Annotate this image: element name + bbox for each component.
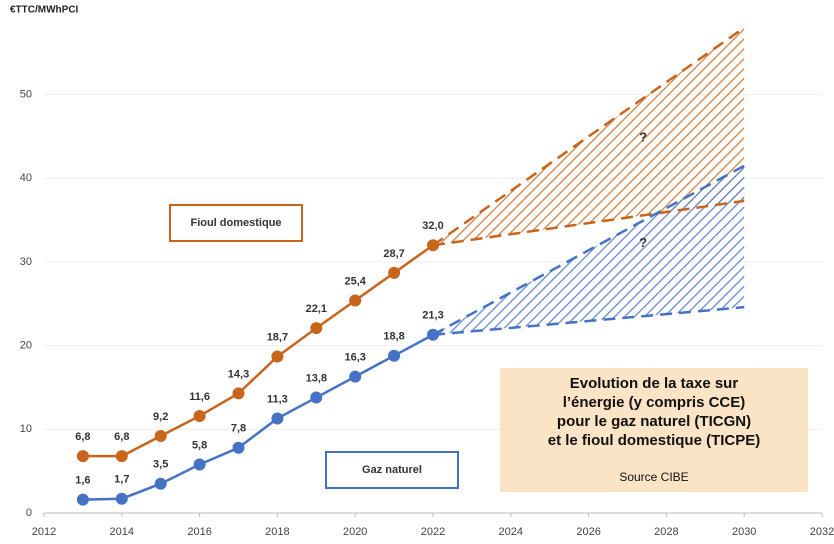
y-tick-label: 30 xyxy=(20,256,32,268)
note-source: Source CIBE xyxy=(619,470,688,484)
point xyxy=(388,266,401,279)
value-label: 6,8 xyxy=(114,431,129,443)
y-tick-label: 20 xyxy=(20,340,32,352)
note-box xyxy=(500,368,808,492)
point xyxy=(76,450,89,463)
point xyxy=(154,430,167,443)
projection-line xyxy=(432,305,745,337)
x-tick-label: 2012 xyxy=(32,526,56,538)
y-tick-label: 10 xyxy=(20,423,32,435)
value-label: 11,3 xyxy=(267,393,288,405)
x-tick-label: 2016 xyxy=(187,526,211,538)
projection-area xyxy=(433,165,745,335)
legend-box xyxy=(169,204,303,242)
projection-line xyxy=(432,199,745,247)
y-tick-label: 40 xyxy=(20,172,32,184)
point xyxy=(115,492,128,505)
x-tick-label: 2022 xyxy=(421,526,445,538)
point xyxy=(388,349,401,362)
note-line: Evolution de la taxe sur xyxy=(570,375,739,392)
y-tick-label: 50 xyxy=(20,89,32,101)
value-label: 5,8 xyxy=(192,439,207,451)
point xyxy=(232,441,245,454)
projection-annotation: ? xyxy=(639,129,647,144)
y-axis-label: €TTC/MWhPCI xyxy=(10,5,79,16)
point xyxy=(310,391,323,404)
point xyxy=(193,409,206,422)
value-label: 9,2 xyxy=(153,411,168,423)
projection-line xyxy=(432,26,745,247)
note-line: pour le gaz naturel (TICGN) xyxy=(557,413,751,430)
point xyxy=(310,322,323,335)
value-label: 21,3 xyxy=(422,310,443,322)
point xyxy=(115,450,128,463)
series-line xyxy=(82,244,434,458)
value-label: 18,7 xyxy=(267,331,288,343)
point xyxy=(349,370,362,383)
value-label: 13,8 xyxy=(306,372,327,384)
x-tick-label: 2026 xyxy=(576,526,600,538)
value-label: 28,7 xyxy=(383,248,404,260)
point xyxy=(232,387,245,400)
value-label: 22,1 xyxy=(306,303,327,315)
x-tick-label: 2028 xyxy=(654,526,678,538)
value-label: 11,6 xyxy=(189,391,210,403)
value-label: 18,8 xyxy=(383,331,404,343)
legend-label: Gaz naturel xyxy=(362,464,422,476)
projection-annotation: ? xyxy=(639,235,647,250)
value-label: 1,7 xyxy=(114,474,129,486)
point xyxy=(427,239,439,252)
value-label: 7,8 xyxy=(231,423,246,435)
x-tick-label: 2020 xyxy=(343,526,367,538)
series-line xyxy=(82,333,434,501)
value-label: 6,8 xyxy=(75,431,90,443)
x-tick-label: 2024 xyxy=(499,526,523,538)
x-tick-label: 2030 xyxy=(732,526,756,538)
point xyxy=(271,412,284,425)
point xyxy=(154,477,167,490)
point xyxy=(349,294,362,307)
value-label: 16,3 xyxy=(344,352,365,364)
legend-label: Fioul domestique xyxy=(190,217,281,229)
value-label: 25,4 xyxy=(344,275,366,287)
point xyxy=(76,493,89,506)
projection-area xyxy=(433,27,745,246)
note-line: l’énergie (y compris CCE) xyxy=(563,394,746,411)
point xyxy=(271,350,284,363)
x-tick-label: 2014 xyxy=(110,526,134,538)
value-label: 1,6 xyxy=(75,475,90,487)
projection-line xyxy=(432,164,745,336)
x-tick-label: 2018 xyxy=(265,526,289,538)
value-label: 14,3 xyxy=(228,368,249,380)
y-tick-label: 0 xyxy=(26,507,32,519)
note-line: et le fioul domestique (TICPE) xyxy=(548,432,761,449)
value-label: 3,5 xyxy=(153,459,168,471)
value-label: 32,0 xyxy=(422,220,443,232)
point xyxy=(427,328,439,341)
point xyxy=(193,458,206,471)
x-tick-label: 2032 xyxy=(810,526,834,538)
legend-box xyxy=(325,451,459,489)
